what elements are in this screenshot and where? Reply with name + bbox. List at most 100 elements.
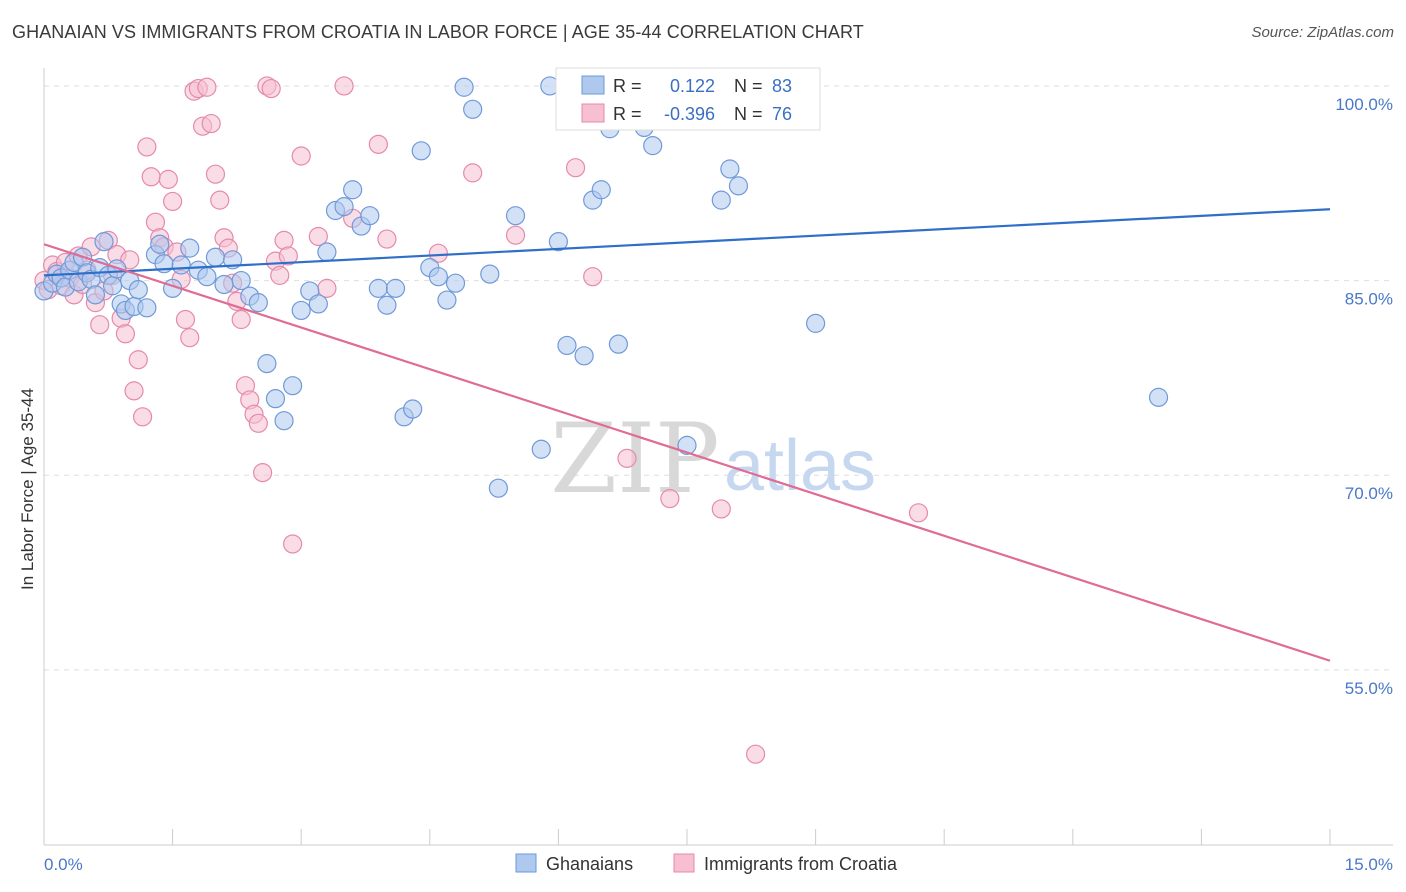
ghanaian-point bbox=[480, 264, 500, 284]
legend-swatch-blue bbox=[581, 75, 605, 95]
ghanaian-point bbox=[94, 232, 114, 252]
ghanaian-point bbox=[257, 354, 277, 374]
croatia-point bbox=[505, 225, 526, 245]
ghanaian-point bbox=[377, 295, 397, 315]
croatia-point bbox=[283, 534, 303, 554]
croatia-point bbox=[90, 315, 110, 335]
croatia-point bbox=[124, 381, 144, 401]
legend-n-label-2: N = bbox=[734, 104, 763, 124]
croatia-trend-line bbox=[43, 243, 1331, 662]
croatia-point bbox=[205, 164, 226, 184]
ghanaian-point bbox=[171, 255, 191, 275]
croatia-point bbox=[132, 407, 153, 427]
ghanaian-point bbox=[805, 313, 826, 333]
series-legend-label-blue: Ghanaians bbox=[546, 854, 633, 874]
croatia-point bbox=[270, 265, 290, 285]
legend-r-value-1: 0.122 bbox=[670, 76, 715, 96]
ghanaian-point bbox=[102, 276, 123, 296]
croatia-point bbox=[334, 76, 354, 96]
y-tick-label-3: 100.0% bbox=[1335, 95, 1393, 114]
ghanaian-point bbox=[197, 267, 217, 287]
ghanaian-point bbox=[265, 389, 286, 409]
chart-title: GHANAIAN VS IMMIGRANTS FROM CROATIA IN L… bbox=[12, 22, 864, 42]
croatia-point bbox=[201, 113, 221, 134]
y-tick-label-0: 55.0% bbox=[1345, 679, 1393, 698]
croatia-point bbox=[253, 463, 273, 483]
legend-r-label-1: R = bbox=[613, 76, 642, 96]
ghanaian-point bbox=[360, 206, 380, 226]
croatia-point bbox=[163, 191, 183, 212]
ghanaian-point bbox=[643, 136, 663, 156]
watermark-atlas: atlas bbox=[724, 426, 876, 506]
croatia-points bbox=[34, 76, 929, 764]
ghanaian-point bbox=[231, 270, 251, 291]
ghanaian-point bbox=[428, 267, 448, 287]
legend-n-value-1: 83 bbox=[772, 76, 792, 96]
ghanaian-point bbox=[205, 247, 226, 267]
y-tick-label-1: 70.0% bbox=[1345, 484, 1393, 503]
ghanaian-point bbox=[445, 273, 466, 293]
ghanaian-point bbox=[385, 278, 406, 298]
legend-n-label-1: N = bbox=[734, 76, 763, 96]
croatia-point bbox=[210, 190, 230, 210]
croatia-point bbox=[197, 77, 217, 97]
croatia-point bbox=[115, 324, 136, 344]
ghanaian-point bbox=[531, 439, 551, 459]
x-tick-label-max: 15.0% bbox=[1345, 855, 1393, 874]
ghanaian-point bbox=[548, 232, 569, 252]
ghanaian-point bbox=[248, 293, 268, 313]
croatia-point bbox=[308, 226, 328, 247]
ghanaian-point bbox=[591, 180, 611, 200]
croatia-point bbox=[428, 243, 448, 263]
croatia-point bbox=[180, 328, 200, 348]
croatia-point bbox=[908, 503, 929, 523]
series-legend-swatch-pink bbox=[673, 853, 695, 873]
ghanaian-point bbox=[454, 77, 474, 97]
ghanaian-point bbox=[557, 335, 577, 356]
legend-r-value-2: -0.396 bbox=[664, 104, 715, 124]
series-legend-label-pink: Immigrants from Croatia bbox=[704, 854, 898, 874]
ghanaian-point bbox=[137, 298, 157, 318]
series-legend: Ghanaians Immigrants from Croatia bbox=[515, 853, 898, 874]
ghanaian-point bbox=[728, 176, 749, 196]
ghanaian-point bbox=[308, 294, 328, 314]
ghanaian-point bbox=[368, 278, 388, 298]
ghanaian-point bbox=[505, 206, 526, 226]
ghanaian-point bbox=[214, 274, 234, 295]
source-credit: Source: ZipAtlas.com bbox=[1251, 24, 1394, 41]
ghanaian-point bbox=[180, 238, 200, 258]
croatia-point bbox=[291, 146, 311, 166]
ghanaian-point bbox=[128, 280, 148, 300]
trend-lines bbox=[43, 208, 1331, 662]
series-legend-swatch-blue bbox=[515, 853, 537, 873]
legend-n-value-2: 76 bbox=[772, 104, 792, 124]
croatia-point bbox=[565, 158, 586, 178]
ghanaian-trend-line bbox=[43, 208, 1331, 277]
croatia-point bbox=[745, 744, 766, 764]
legend-r-label-2: R = bbox=[613, 104, 642, 124]
ghanaian-point bbox=[411, 141, 431, 161]
croatia-point bbox=[368, 134, 388, 154]
croatia-point bbox=[377, 229, 397, 249]
ghanaian-point bbox=[711, 190, 731, 210]
croatia-point bbox=[137, 137, 157, 157]
ghanaian-point bbox=[437, 290, 457, 310]
ghanaian-point bbox=[720, 159, 740, 179]
croatia-point bbox=[231, 309, 251, 330]
croatia-point bbox=[463, 163, 483, 183]
ghanaian-point bbox=[291, 300, 311, 321]
ghanaian-point bbox=[463, 99, 483, 119]
ghanaian-point bbox=[150, 234, 170, 254]
croatia-point bbox=[128, 350, 148, 370]
ghanaian-point bbox=[343, 180, 363, 200]
ghanaian-point bbox=[677, 435, 697, 455]
croatia-point bbox=[175, 309, 196, 330]
ghanaian-point bbox=[403, 399, 423, 419]
croatia-point bbox=[248, 413, 268, 433]
ghanaian-point bbox=[488, 478, 508, 498]
croatia-point bbox=[617, 448, 637, 468]
legend-swatch-pink bbox=[581, 103, 605, 123]
y-tick-labels: 55.0% 70.0% 85.0% 100.0% bbox=[1335, 95, 1393, 698]
ghanaian-point bbox=[274, 411, 294, 431]
